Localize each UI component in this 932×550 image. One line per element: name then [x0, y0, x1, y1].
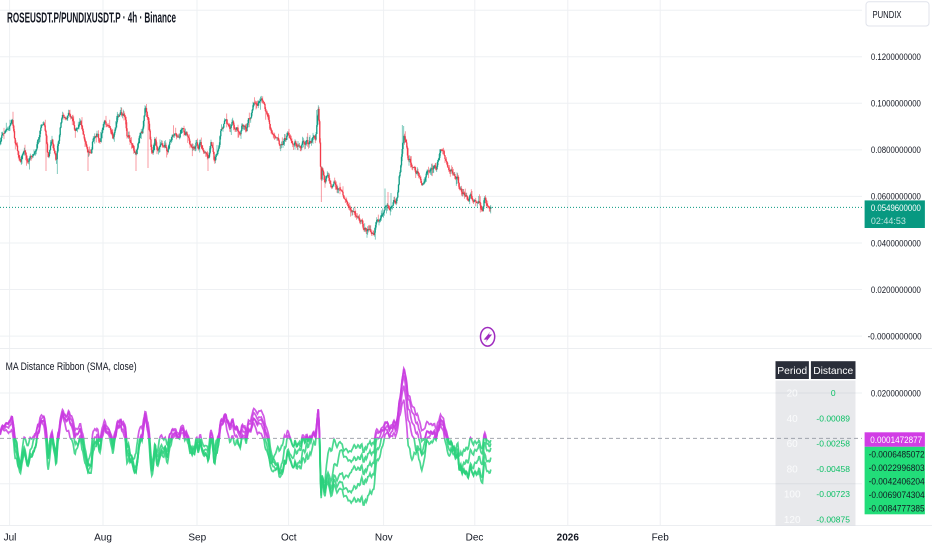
svg-text:MA Distance Ribbon (SMA, close: MA Distance Ribbon (SMA, close) [6, 361, 137, 373]
svg-text:Dec: Dec [466, 533, 484, 544]
svg-text:Feb: Feb [652, 533, 670, 544]
svg-text:-0.00723: -0.00723 [816, 489, 850, 499]
svg-text:20: 20 [787, 389, 799, 400]
svg-text:PUNDIX: PUNDIX [873, 9, 902, 21]
svg-text:-0.0084777385: -0.0084777385 [869, 503, 925, 514]
svg-text:Oct: Oct [281, 533, 297, 544]
svg-text:120: 120 [784, 515, 801, 526]
svg-text:-0.0042406204: -0.0042406204 [869, 476, 925, 487]
svg-text:-0.0069074304: -0.0069074304 [869, 490, 925, 501]
svg-text:Aug: Aug [94, 533, 112, 544]
svg-text:0.0001472877: 0.0001472877 [870, 435, 922, 446]
svg-text:-0.0022996803: -0.0022996803 [869, 463, 925, 474]
svg-text:Sep: Sep [188, 533, 206, 544]
svg-text:-0.0006485072: -0.0006485072 [869, 449, 925, 460]
svg-text:0.0549600000: 0.0549600000 [871, 203, 921, 214]
svg-text:60: 60 [787, 439, 799, 450]
svg-text:2026: 2026 [557, 533, 580, 544]
svg-text:Jul: Jul [4, 533, 17, 544]
svg-text:02:44:53: 02:44:53 [871, 216, 906, 227]
svg-text:-0.0000000000: -0.0000000000 [868, 331, 922, 342]
svg-text:0: 0 [831, 388, 836, 398]
svg-text:0.0600000000: 0.0600000000 [871, 192, 921, 203]
svg-text:0.0200000000: 0.0200000000 [871, 285, 921, 296]
svg-text:0.0800000000: 0.0800000000 [871, 145, 921, 156]
svg-text:0.0200000000: 0.0200000000 [871, 388, 921, 399]
svg-text:ROSEUSDT.P/PUNDIXUSDT.P · 4h ·: ROSEUSDT.P/PUNDIXUSDT.P · 4h · Binance [7, 10, 176, 26]
svg-text:100: 100 [784, 490, 801, 501]
svg-text:-0.00089: -0.00089 [816, 413, 850, 423]
svg-text:-0.00258: -0.00258 [816, 439, 850, 449]
svg-text:Distance: Distance [813, 365, 853, 377]
svg-text:-0.00875: -0.00875 [816, 515, 850, 525]
svg-text:0.1000000000: 0.1000000000 [871, 99, 921, 110]
svg-text:0.1200000000: 0.1200000000 [871, 52, 921, 63]
svg-text:Period: Period [777, 365, 807, 377]
svg-text:40: 40 [787, 414, 799, 425]
svg-text:80: 80 [787, 464, 799, 475]
svg-text:0.0400000000: 0.0400000000 [871, 238, 921, 249]
svg-text:Nov: Nov [375, 533, 393, 544]
svg-text:-0.00458: -0.00458 [816, 464, 850, 474]
